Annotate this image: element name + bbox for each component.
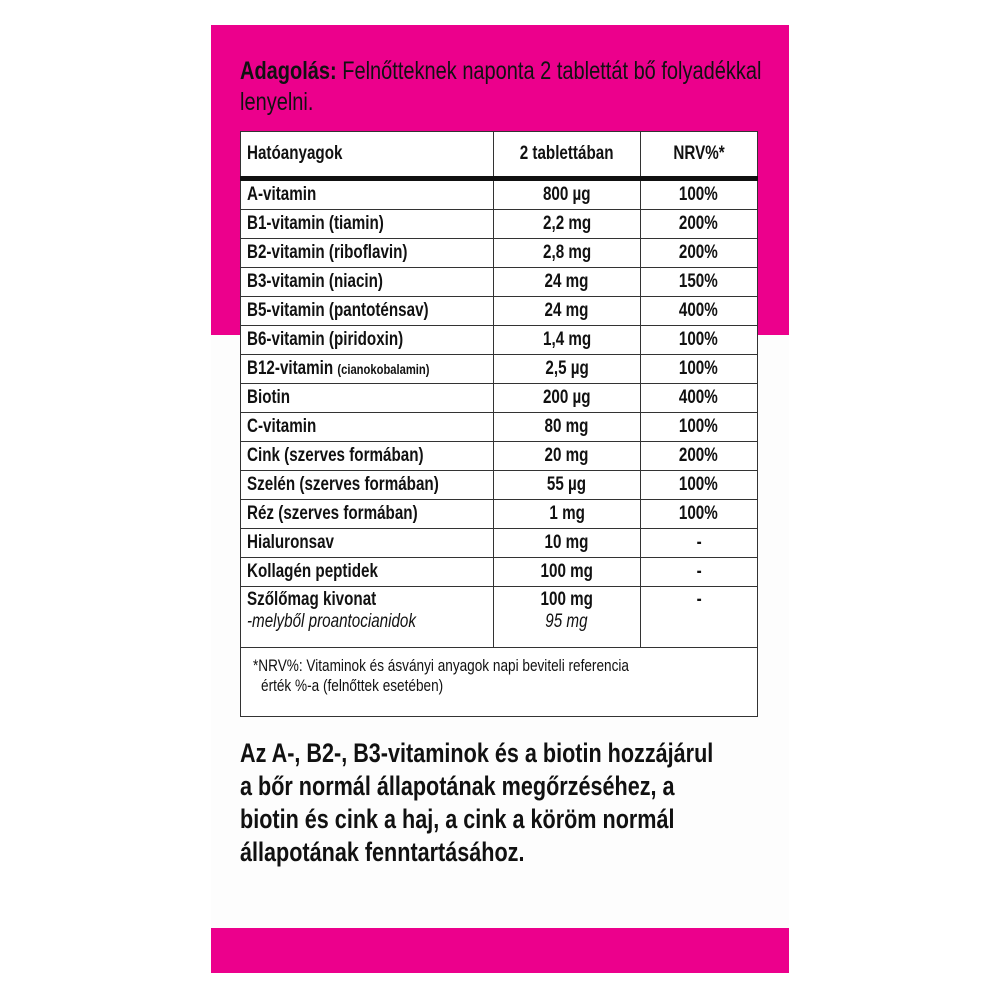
ingredient-nrv: 100% (679, 416, 719, 437)
claim-line: állapotának fenntartásához. (240, 837, 525, 867)
ingredient-nrv: 200% (679, 213, 719, 234)
ingredient-amount: 10 mg (544, 532, 589, 553)
claim-line: a bőr normál állapotának megőrzéséhez, a (240, 771, 675, 801)
ingredient-amount: 200 µg (542, 387, 591, 408)
table-row: B1-vitamin (tiamin) 2,2 mg 200% (240, 209, 759, 239)
health-claim: Az A-, B2-, B3-vitaminok és a biotin hoz… (240, 737, 758, 869)
ingredient-amount: 80 mg (544, 416, 589, 437)
ingredient-name: Réz (szerves formában) (247, 503, 418, 524)
table-row: B3-vitamin (niacin) 24 mg 150% (240, 267, 759, 297)
dosage-instructions: Adagolás: Felnőtteknek naponta 2 tablett… (240, 56, 800, 118)
ingredient-nrv: 100% (679, 503, 719, 524)
ingredient-amount: 100 mg (540, 589, 593, 610)
table-row: B6-vitamin (piridoxin) 1,4 mg 100% (240, 325, 759, 355)
ingredient-amount: 2,8 mg (542, 242, 591, 263)
ingredient-nrv: 100% (679, 358, 719, 379)
ingredient-nrv: 150% (679, 271, 719, 292)
ingredient-amount: 24 mg (544, 300, 589, 321)
ingredient-name: Szőlőmag kivonat (247, 589, 377, 610)
table-row: B2-vitamin (riboflavin) 2,8 mg 200% (240, 238, 759, 268)
ingredient-amount: 100 mg (540, 561, 593, 582)
ingredient-name: Szelén (szerves formában) (247, 474, 439, 495)
ingredients-table: Hatóanyagok 2 tablettában NRV%* A-vitami… (240, 131, 759, 717)
ingredient-subamount: 95 mg (545, 611, 588, 632)
ingredient-amount: 1 mg (549, 503, 585, 524)
ingredient-name: B1-vitamin (tiamin) (247, 213, 384, 234)
ingredient-name: Biotin (247, 387, 291, 408)
ingredient-nrv: 400% (679, 387, 719, 408)
ingredient-amount: 20 mg (544, 445, 589, 466)
table-row: Kollagén peptidek 100 mg - (240, 557, 759, 587)
table-row: B12-vitamin (cianokobalamin) 2,5 µg 100% (240, 354, 759, 384)
ingredient-amount: 2,5 µg (545, 358, 589, 379)
header-nrv: NRV%* (639, 131, 759, 181)
ingredient-name: B5-vitamin (pantoténsav) (247, 300, 429, 321)
ingredient-amount: 55 µg (547, 474, 587, 495)
table-row: C-vitamin 80 mg 100% (240, 412, 759, 442)
ingredient-name: B6-vitamin (piridoxin) (247, 329, 404, 350)
table-footnote-row: *NRV%: Vitaminok és ásványi anyagok napi… (240, 647, 758, 717)
ingredient-name: A-vitamin (247, 184, 317, 205)
ingredient-nrv: - (696, 561, 702, 582)
ingredient-subname: -melyből proantocianidok (247, 611, 416, 632)
table-row: B5-vitamin (pantoténsav) 24 mg 400% (240, 296, 759, 326)
ingredient-name: C-vitamin (247, 416, 317, 437)
dosage-text: Felnőtteknek naponta 2 tablettát bő foly… (240, 57, 762, 116)
table-header-row: Hatóanyagok 2 tablettában NRV%* (240, 131, 759, 181)
ingredient-name: B3-vitamin (niacin) (247, 271, 383, 292)
ingredient-amount: 24 mg (544, 271, 589, 292)
pink-footer-band (211, 928, 789, 973)
ingredient-amount: 1,4 mg (542, 329, 591, 350)
table-row: A-vitamin 800 µg 100% (240, 178, 759, 210)
ingredient-nrv: 400% (679, 300, 719, 321)
ingredient-nrv: - (696, 589, 702, 610)
ingredient-nrv: - (696, 532, 702, 553)
footnote-line-1: *NRV%: Vitaminok és ásványi anyagok napi… (253, 656, 629, 675)
ingredient-nrv: 200% (679, 242, 719, 263)
dosage-label: Adagolás: (240, 57, 337, 85)
table-row-grape-seed: Szőlőmag kivonat -melyből proantocianido… (240, 586, 759, 648)
header-amount: 2 tablettában (492, 131, 641, 181)
table-row: Hialuronsav 10 mg - (240, 528, 759, 558)
ingredient-name: B2-vitamin (riboflavin) (247, 242, 408, 263)
ingredient-name: Hialuronsav (247, 532, 335, 553)
claim-line: biotin és cink a haj, a cink a köröm nor… (240, 804, 675, 834)
ingredient-name: Kollagén peptidek (247, 561, 378, 582)
claim-line: Az A-, B2-, B3-vitaminok és a biotin hoz… (240, 738, 714, 768)
footnote-line-2: érték %-a (felnőttek esetében) (261, 676, 444, 695)
ingredient-nrv: 100% (679, 184, 719, 205)
ingredient-nrv: 100% (679, 474, 719, 495)
table-row: Biotin 200 µg 400% (240, 383, 759, 413)
header-ingredients: Hatóanyagok (240, 131, 494, 181)
table-row: Réz (szerves formában) 1 mg 100% (240, 499, 759, 529)
ingredient-note: (cianokobalamin) (337, 361, 430, 377)
ingredient-amount: 800 µg (542, 184, 591, 205)
ingredient-name: B12-vitamin (cianokobalamin) (247, 358, 430, 379)
ingredient-nrv: 200% (679, 445, 719, 466)
table-row: Szelén (szerves formában) 55 µg 100% (240, 470, 759, 500)
ingredient-amount: 2,2 mg (542, 213, 591, 234)
table-row: Cink (szerves formában) 20 mg 200% (240, 441, 759, 471)
ingredient-name: Cink (szerves formában) (247, 445, 424, 466)
ingredient-nrv: 100% (679, 329, 719, 350)
